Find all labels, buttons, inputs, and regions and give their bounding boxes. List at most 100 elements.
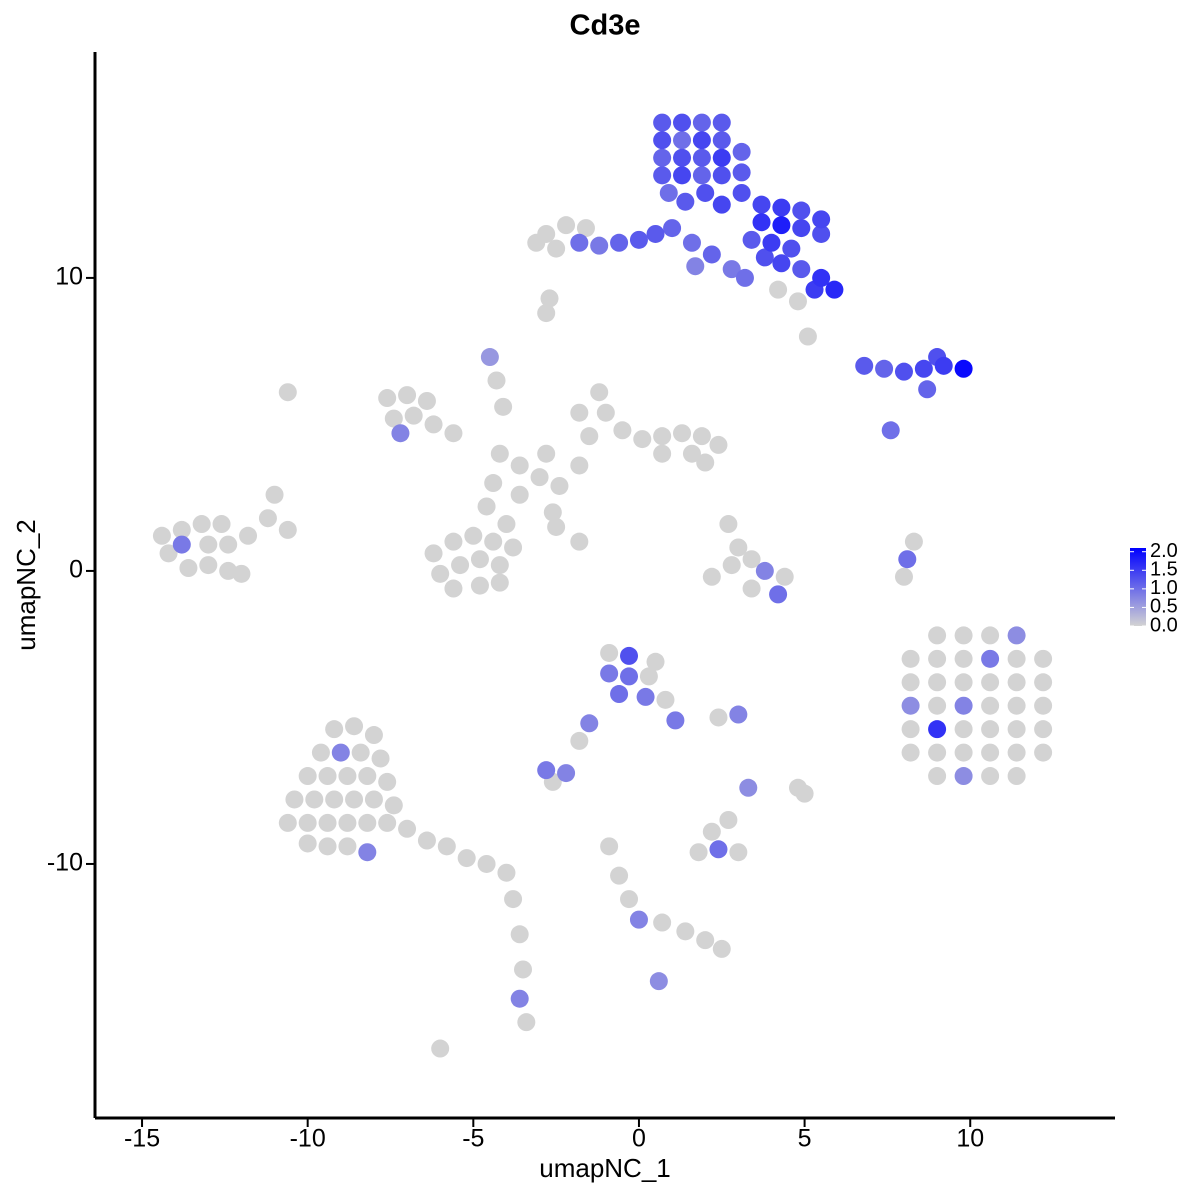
colorbar bbox=[1130, 548, 1146, 626]
cell-point bbox=[590, 383, 609, 402]
cell-point bbox=[510, 485, 529, 504]
cell-point bbox=[620, 667, 639, 686]
x-tick-label: -15 bbox=[124, 1125, 160, 1153]
cell-point bbox=[904, 532, 923, 551]
cell-point bbox=[928, 673, 947, 692]
cell-point bbox=[298, 813, 317, 832]
cell-point bbox=[338, 767, 357, 786]
cell-point bbox=[696, 183, 715, 202]
cell-point bbox=[729, 538, 748, 557]
cell-point bbox=[424, 415, 443, 434]
cell-point bbox=[179, 559, 198, 578]
cell-point bbox=[345, 717, 364, 736]
cell-point bbox=[666, 711, 685, 730]
cell-point bbox=[702, 822, 721, 841]
y-tick-label: 10 bbox=[55, 263, 83, 291]
cell-point bbox=[600, 643, 619, 662]
cell-point bbox=[702, 245, 721, 264]
cell-point bbox=[318, 837, 337, 856]
cell-point bbox=[673, 148, 692, 167]
cell-point bbox=[769, 585, 788, 604]
cell-point bbox=[570, 403, 589, 422]
cell-point bbox=[1007, 767, 1026, 786]
cell-point bbox=[646, 652, 665, 671]
cell-point bbox=[610, 685, 629, 704]
cell-point bbox=[772, 254, 791, 273]
cell-point bbox=[636, 687, 655, 706]
cell-point bbox=[431, 564, 450, 583]
cell-point bbox=[547, 517, 566, 536]
cell-point bbox=[530, 468, 549, 487]
cell-point bbox=[755, 561, 774, 580]
cell-point bbox=[431, 1039, 450, 1058]
cell-point bbox=[709, 435, 728, 454]
cell-point bbox=[692, 148, 711, 167]
cell-point bbox=[981, 767, 1000, 786]
cell-point bbox=[739, 778, 758, 797]
cell-point bbox=[212, 515, 231, 534]
cell-point bbox=[692, 113, 711, 132]
cell-point bbox=[719, 515, 738, 534]
cell-point bbox=[812, 210, 831, 229]
x-tick-label: -5 bbox=[462, 1125, 484, 1153]
cell-point bbox=[719, 811, 738, 830]
cell-point bbox=[692, 427, 711, 446]
cell-point bbox=[219, 535, 238, 554]
cell-point bbox=[954, 767, 973, 786]
cell-point bbox=[656, 690, 675, 709]
cell-point bbox=[954, 696, 973, 715]
cell-point bbox=[954, 743, 973, 762]
cell-point bbox=[172, 520, 191, 539]
cell-point bbox=[358, 813, 377, 832]
cell-point bbox=[788, 292, 807, 311]
cell-point bbox=[954, 720, 973, 739]
cell-point bbox=[537, 444, 556, 463]
cell-point bbox=[417, 391, 436, 410]
cell-point bbox=[729, 705, 748, 724]
cell-point bbox=[928, 767, 947, 786]
cell-point bbox=[232, 564, 251, 583]
cell-point bbox=[682, 233, 701, 252]
colorbar-label: 0.0 bbox=[1150, 614, 1178, 636]
cell-point bbox=[338, 837, 357, 856]
cell-point bbox=[1007, 649, 1026, 668]
cell-point bbox=[378, 389, 397, 408]
cell-point bbox=[358, 767, 377, 786]
cell-point bbox=[378, 813, 397, 832]
cell-point bbox=[898, 550, 917, 569]
cell-point bbox=[364, 726, 383, 745]
cell-point bbox=[792, 219, 811, 238]
points bbox=[152, 113, 1053, 1058]
cell-point bbox=[610, 233, 629, 252]
cell-point bbox=[543, 503, 562, 522]
cell-point bbox=[712, 166, 731, 185]
cell-point bbox=[265, 485, 284, 504]
cell-point bbox=[444, 424, 463, 443]
cell-point bbox=[772, 216, 791, 235]
cell-point bbox=[152, 526, 171, 545]
cell-point bbox=[364, 790, 383, 809]
cell-point bbox=[514, 960, 533, 979]
cell-point bbox=[742, 550, 761, 569]
cell-point bbox=[782, 239, 801, 258]
cell-point bbox=[345, 790, 364, 809]
cell-point bbox=[696, 453, 715, 472]
cell-point bbox=[981, 649, 1000, 668]
cell-point bbox=[537, 304, 556, 323]
cell-point bbox=[673, 166, 692, 185]
cell-point bbox=[928, 649, 947, 668]
cell-point bbox=[692, 166, 711, 185]
cell-point bbox=[712, 131, 731, 150]
cell-point bbox=[928, 743, 947, 762]
cell-point bbox=[325, 720, 344, 739]
x-tick-label: -10 bbox=[290, 1125, 326, 1153]
cell-point bbox=[732, 163, 751, 182]
cell-point bbox=[192, 515, 211, 534]
cell-point bbox=[550, 476, 569, 495]
cell-point bbox=[1034, 649, 1053, 668]
cell-point bbox=[331, 743, 350, 762]
cell-point bbox=[798, 327, 817, 346]
cell-point bbox=[702, 567, 721, 586]
